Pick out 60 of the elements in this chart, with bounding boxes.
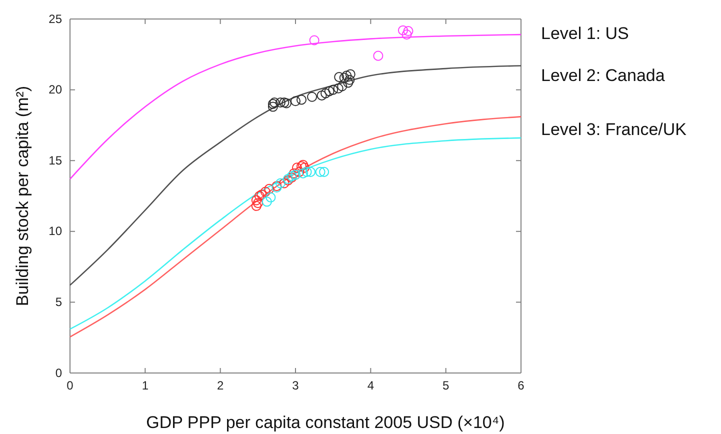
y-tick-label: 5 [55,295,62,310]
point [302,166,312,177]
text: Level 1: US [541,24,629,43]
point [339,72,350,83]
y-axis-title: Building stock per capita (m²) [13,86,32,306]
point [343,78,354,88]
point [402,30,412,40]
y-tick-label: 15 [48,153,62,168]
point [268,102,278,112]
point [337,81,348,92]
point [266,192,276,202]
x-tick-label: 4 [367,378,374,393]
point [251,195,262,206]
x-axis-title: GDP PPP per capita constant 2005 USD (×10⁴) [146,413,505,432]
x-tick-label: 5 [442,378,450,393]
point [275,98,286,108]
point [398,25,408,36]
point [328,84,338,95]
x-tick-label: 6 [518,378,525,393]
text: Level 2: Canada [541,66,666,85]
point [290,96,301,106]
point [315,166,326,177]
point [319,166,330,177]
point [298,168,308,178]
x-tick-label: 2 [216,378,224,393]
point [262,196,272,207]
y-tick-label: 10 [48,224,62,238]
point [306,166,316,177]
point [294,166,304,177]
point [275,178,286,188]
point [264,184,274,194]
point [256,190,267,200]
x-tick-label: 0 [66,378,74,393]
point [342,70,352,81]
y-tick-label: 25 [48,12,62,26]
point [345,69,356,80]
point [333,83,344,94]
point [292,162,302,173]
point [316,90,327,100]
point [307,92,318,102]
x-tick-label: 1 [142,378,149,393]
y-tick-label: 0 [55,366,62,380]
point [296,94,307,105]
point [324,86,334,96]
point [279,178,290,188]
point [300,162,310,173]
point [252,198,263,208]
point [373,50,384,61]
point [320,88,331,98]
point [403,26,414,36]
point [309,35,320,46]
y-tick-label: 20 [48,82,62,97]
line-series [69,65,522,286]
text: Level 3: France/UK [541,120,688,139]
point [334,72,344,82]
x-tick-label: 3 [292,378,300,393]
point [344,74,355,85]
point [254,190,264,202]
point [260,186,270,197]
point [251,200,262,211]
